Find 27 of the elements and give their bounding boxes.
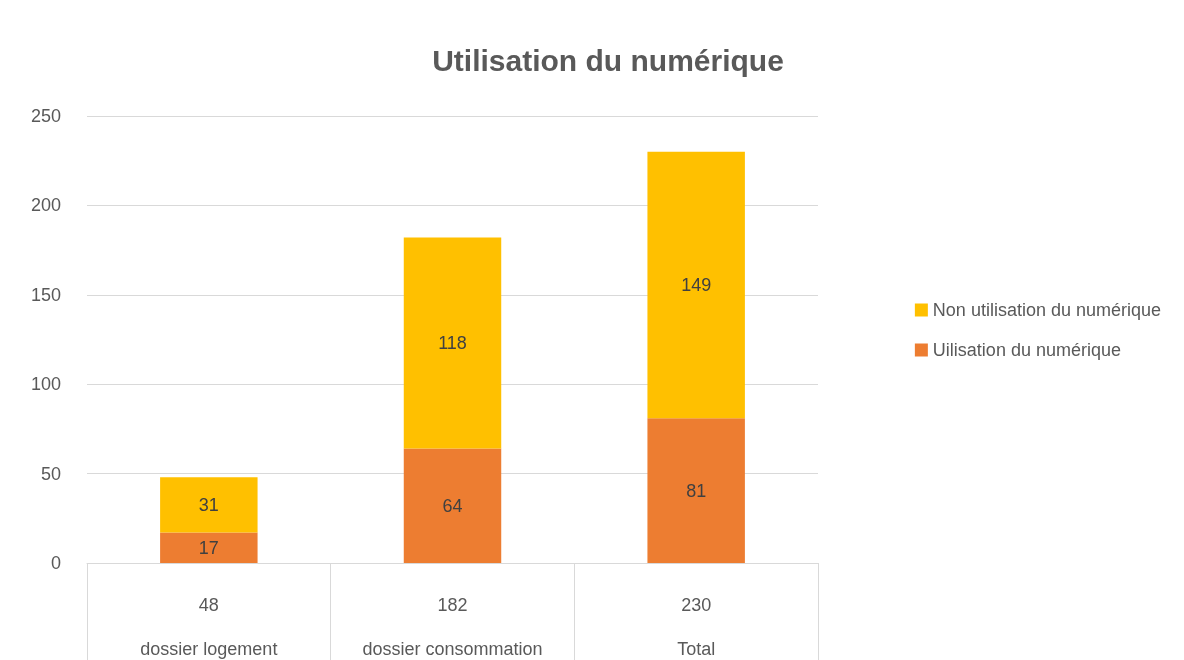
y-tick-label: 150	[30, 284, 61, 305]
x-tick-label: Total	[677, 639, 716, 659]
chart-title: Utilisation du numérique	[432, 43, 784, 77]
y-tick-label: 100	[30, 374, 61, 395]
data-label: 149	[681, 274, 712, 295]
y-tick-label: 0	[50, 553, 61, 573]
bar	[647, 151, 745, 419]
x-tick-label: dossier logement	[140, 639, 278, 659]
total-label: 48	[198, 595, 219, 615]
legend-label: Uilisation du numérique	[932, 340, 1121, 360]
bar	[647, 418, 745, 563]
data-label: 81	[686, 480, 707, 501]
bar	[403, 448, 502, 563]
data-label: 31	[198, 494, 219, 515]
total-label: 230	[681, 595, 712, 615]
x-tick-label: dossier consommation	[362, 639, 543, 659]
y-tick-label: 200	[30, 195, 61, 216]
data-label: 118	[438, 333, 467, 354]
y-tick-label: 50	[40, 463, 61, 484]
legend-label: Non utilisation du numérique	[932, 300, 1161, 320]
bar	[403, 237, 502, 449]
data-label: 17	[198, 537, 219, 558]
bar	[160, 477, 258, 533]
data-label: 64	[442, 495, 463, 516]
bar	[160, 532, 258, 563]
total-label: 182	[437, 595, 468, 615]
y-tick-label: 250	[30, 106, 61, 126]
